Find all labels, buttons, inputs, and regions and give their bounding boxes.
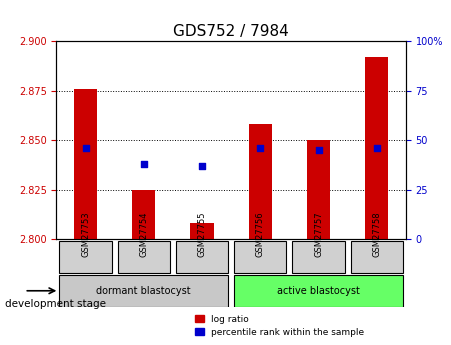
FancyBboxPatch shape [234, 275, 403, 307]
Text: development stage: development stage [5, 299, 106, 308]
Bar [307, 140, 330, 239]
Point [82, 146, 89, 151]
Legend: log ratio, percentile rank within the sample: log ratio, percentile rank within the sa… [195, 315, 364, 337]
Bar [249, 125, 272, 239]
Title: GDS752 / 7984: GDS752 / 7984 [173, 24, 289, 39]
Text: GSM27753: GSM27753 [81, 211, 90, 257]
Point [140, 161, 147, 167]
FancyBboxPatch shape [176, 241, 228, 273]
FancyBboxPatch shape [234, 241, 286, 273]
Text: dormant blastocyst: dormant blastocyst [97, 286, 191, 296]
Bar [132, 190, 156, 239]
FancyBboxPatch shape [59, 241, 112, 273]
Bar [74, 89, 97, 239]
FancyBboxPatch shape [118, 241, 170, 273]
FancyBboxPatch shape [59, 275, 228, 307]
Point [315, 147, 322, 153]
Text: GSM27757: GSM27757 [314, 211, 323, 257]
Point [373, 146, 380, 151]
FancyBboxPatch shape [350, 241, 403, 273]
Text: GSM27758: GSM27758 [372, 211, 381, 257]
Text: GSM27755: GSM27755 [198, 211, 207, 257]
FancyBboxPatch shape [292, 241, 345, 273]
Text: GSM27756: GSM27756 [256, 211, 265, 257]
Point [198, 163, 206, 169]
Text: GSM27754: GSM27754 [139, 211, 148, 257]
Point [257, 146, 264, 151]
Text: active blastocyst: active blastocyst [277, 286, 360, 296]
Bar [190, 224, 214, 239]
Bar [365, 57, 388, 239]
